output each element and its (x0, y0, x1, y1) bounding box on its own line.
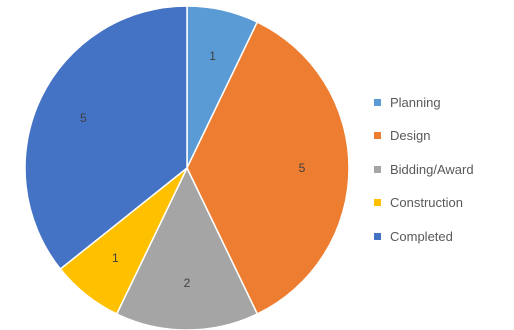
pie-data-labels: 1 5 2 1 5 (80, 49, 306, 290)
legend-item-planning: Planning (374, 91, 474, 113)
legend-item-completed: Completed (374, 225, 474, 247)
data-label-construction: 1 (112, 251, 119, 265)
legend-swatch-planning (374, 98, 381, 106)
legend-label-completed: Completed (390, 228, 453, 244)
chart-legend: Planning Design Bidding/Award Constructi… (374, 91, 474, 259)
pie-slice-bidding-award (115, 166, 259, 330)
legend-swatch-completed (374, 232, 381, 240)
pie-slices (24, 5, 350, 330)
data-label-planning: 1 (209, 49, 216, 63)
legend-label-design: Design (390, 128, 431, 143)
legend-label-construction: Construction (390, 195, 463, 210)
legend-label-bidding-award: Bidding/Award (390, 161, 474, 177)
pie-slice-completed (24, 5, 188, 271)
data-label-completed: 5 (80, 111, 87, 125)
legend-swatch-design (374, 132, 381, 139)
legend-swatch-construction (374, 199, 381, 206)
data-label-design: 5 (299, 161, 306, 175)
legend-item-construction: Construction (374, 192, 474, 214)
legend-swatch-bidding-award (374, 165, 381, 173)
legend-label-planning: Planning (390, 94, 441, 110)
legend-item-bidding-award: Bidding/Award (374, 158, 474, 180)
legend-item-design: Design (374, 125, 474, 147)
pie-slice-design (186, 21, 350, 315)
data-label-bidding-award: 2 (184, 276, 191, 290)
